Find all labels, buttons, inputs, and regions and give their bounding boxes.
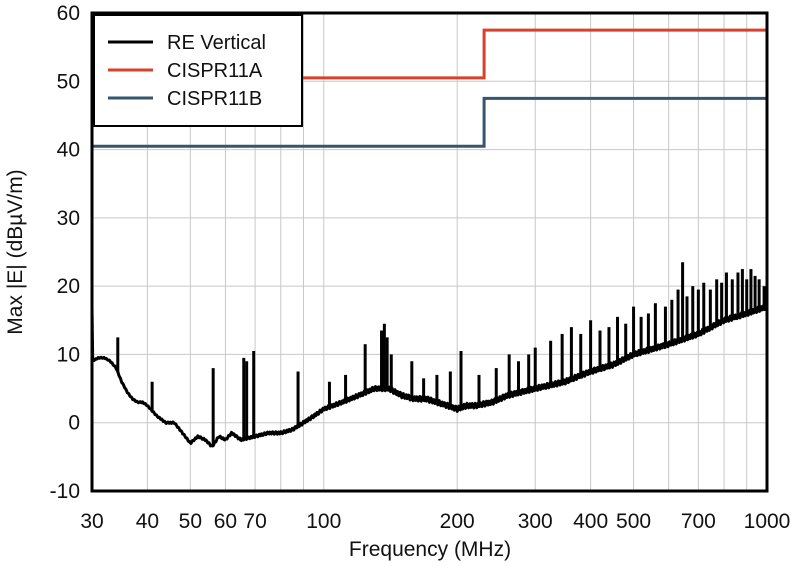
x-axis-title: Frequency (MHz) [349, 538, 511, 561]
legend-label-cispr11a: CISPR11A [167, 60, 263, 82]
x-tick-label: 50 [179, 510, 202, 533]
plot-series [90, 28, 769, 448]
x-tick-label: 70 [243, 510, 266, 533]
series-re-vertical-line [90, 303, 769, 448]
y-axis-title: Max |E| (dBµV/m) [4, 169, 27, 334]
x-tick-label: 200 [440, 510, 475, 533]
tick-labels: 30 40 50 60 70 100 200 300 400 500 700 1000 -10 0 10 20… [50, 2, 791, 533]
y-tick-label: 20 [57, 275, 80, 298]
legend: RE Vertical CISPR11A CISPR11B [93, 14, 303, 127]
legend-label-cispr11b: CISPR11B [167, 88, 262, 110]
x-tick-label: 100 [306, 510, 341, 533]
y-tick-label: 40 [57, 139, 80, 162]
y-tick-label: 30 [57, 207, 80, 230]
x-tick-label: 40 [136, 510, 159, 533]
x-tick-label: 1000 [744, 510, 791, 533]
y-tick-label: 0 [68, 412, 80, 435]
x-tick-label: 400 [573, 510, 608, 533]
x-tick-label: 300 [518, 510, 553, 533]
y-tick-label: 60 [57, 2, 80, 25]
y-tick-label: 10 [57, 343, 80, 366]
legend-label-re-vertical: RE Vertical [167, 32, 266, 54]
x-tick-label: 60 [214, 510, 237, 533]
x-tick-label: 30 [80, 510, 103, 533]
y-tick-label: 50 [57, 70, 80, 93]
plot-frame [90, 11, 769, 493]
series-cispr11b-line [92, 96, 767, 148]
x-tick-label: 500 [616, 510, 651, 533]
x-tick-label: 700 [681, 510, 716, 533]
y-tick-label: -10 [50, 480, 80, 503]
